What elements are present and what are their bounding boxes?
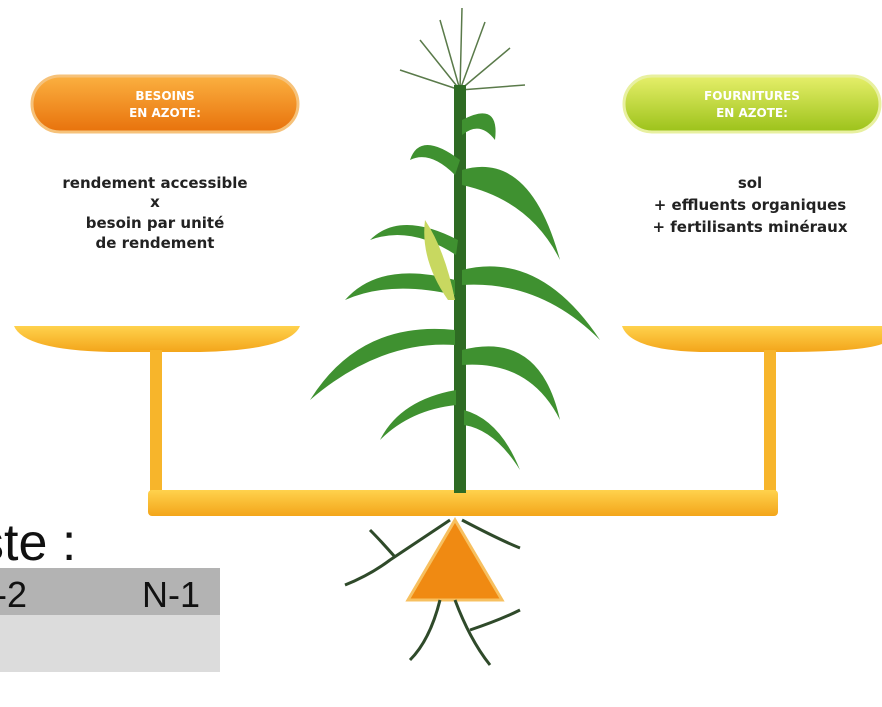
diagram: -2 N-1 ste : BESOINS EN AZOTE: FOURNITUR… <box>0 0 882 707</box>
balance <box>14 326 882 600</box>
page: {"left_box": {"title_lines": ["BESOINS",… <box>0 0 882 707</box>
pill-title: EN AZOTE: <box>716 106 788 120</box>
formula-line: + fertilisants minéraux <box>652 218 847 236</box>
background-text: ste : <box>0 514 76 572</box>
pill-title: FOURNITURES <box>704 89 800 103</box>
formula-line: besoin par unité <box>86 214 225 232</box>
formula-line: + effluents organiques <box>654 196 847 214</box>
table-header-cell: -2 <box>0 574 27 615</box>
formula-line: de rendement <box>96 234 215 252</box>
table-row <box>0 615 220 672</box>
formula-line: sol <box>738 174 762 192</box>
needs-pill <box>32 76 298 132</box>
formula-line: x <box>150 193 160 211</box>
supply-pill <box>624 76 880 132</box>
pill-title: EN AZOTE: <box>129 106 201 120</box>
formula-line: rendement accessible <box>62 174 247 192</box>
pill-title: BESOINS <box>135 89 194 103</box>
corn-plant <box>310 8 600 493</box>
table-header-cell: N-1 <box>142 574 200 615</box>
